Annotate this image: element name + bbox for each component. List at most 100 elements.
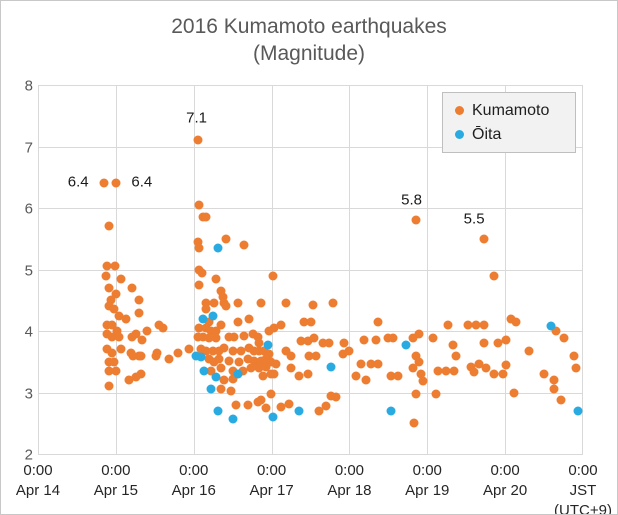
data-point-kumamoto [373, 359, 383, 369]
data-point-kumamoto [411, 215, 421, 225]
x-tick-label: 0:00 Apr 20 [483, 461, 527, 501]
data-point-kumamoto [489, 271, 499, 281]
data-point-kumamoto [361, 375, 371, 385]
data-point-kumamoto [264, 326, 274, 336]
data-point-kumamoto [481, 363, 491, 373]
gridline-vertical [427, 85, 428, 454]
data-point-kumamoto [209, 298, 219, 308]
x-tick-label: 0:00 Apr 19 [405, 461, 449, 501]
data-point-kumamoto [116, 274, 126, 284]
data-point-kumamoto [111, 178, 121, 188]
data-point-kumamoto [256, 395, 266, 405]
data-point-kumamoto [102, 320, 112, 330]
data-point-kumamoto [371, 335, 381, 345]
data-point-kumamoto [338, 349, 348, 359]
data-point-kumamoto [443, 320, 453, 330]
data-point-kumamoto [451, 351, 461, 361]
data-point-kumamoto [109, 357, 119, 367]
data-point-kumamoto [393, 371, 403, 381]
data-point-kumamoto [224, 356, 234, 366]
data-point-kumamoto [110, 261, 120, 271]
data-point-kumamoto [201, 323, 211, 333]
data-point-kumamoto [204, 354, 214, 364]
data-point-kumamoto [296, 336, 306, 346]
data-point-kumamoto [276, 402, 286, 412]
x-tick-label: 0:00 Apr 17 [249, 461, 293, 501]
data-point-oita [213, 243, 223, 253]
data-point-kumamoto [201, 212, 211, 222]
gridline-horizontal [38, 393, 583, 394]
gridline-vertical [38, 85, 39, 454]
data-point-kumamoto [489, 369, 499, 379]
data-point-kumamoto [127, 283, 137, 293]
gridline-horizontal [38, 147, 583, 148]
data-point-oita [233, 369, 243, 379]
data-point-kumamoto [268, 271, 278, 281]
data-point-kumamoto [433, 366, 443, 376]
data-point-kumamoto [286, 351, 296, 361]
data-point-kumamoto [469, 367, 479, 377]
data-point-kumamoto [216, 384, 226, 394]
chart-title: 2016 Kumamoto earthquakes (Magnitude) [1, 13, 617, 67]
y-tick-label: 3 [24, 385, 33, 402]
data-point-kumamoto [261, 354, 271, 364]
x-tick-label: 0:00 Apr 15 [94, 461, 138, 501]
x-tick-date: Apr 14 [15, 482, 61, 499]
data-point-kumamoto [194, 200, 204, 210]
data-point-kumamoto [136, 369, 146, 379]
data-point-kumamoto [209, 357, 219, 367]
data-point-kumamoto [244, 343, 254, 353]
data-point-kumamoto [194, 280, 204, 290]
x-tick-date: JST [569, 482, 597, 499]
data-point-kumamoto [264, 349, 274, 359]
data-point-kumamoto [99, 178, 109, 188]
data-point-kumamoto [326, 391, 336, 401]
data-point-kumamoto [114, 311, 124, 321]
data-point-kumamoto [121, 314, 131, 324]
data-point-oita [208, 311, 218, 321]
data-point-kumamoto [253, 332, 263, 342]
data-point-oita [268, 412, 278, 422]
data-point-kumamoto [556, 395, 566, 405]
data-point-kumamoto [303, 336, 313, 346]
data-point-kumamoto [226, 386, 236, 396]
data-point-kumamoto [501, 335, 511, 345]
data-point-kumamoto [137, 335, 147, 345]
data-point-oita [326, 362, 336, 372]
data-point-kumamoto [441, 366, 451, 376]
data-point-kumamoto [104, 381, 114, 391]
data-point-kumamoto [571, 363, 581, 373]
x-tick-date: Apr 15 [93, 482, 138, 499]
data-point-kumamoto [228, 374, 238, 384]
data-point-kumamoto [206, 326, 216, 336]
x-tick-time: 0:00 [256, 462, 287, 479]
data-point-kumamoto [216, 363, 226, 373]
data-point-kumamoto [416, 369, 426, 379]
data-point-oita [386, 406, 396, 416]
data-point-kumamoto [173, 348, 183, 358]
data-point-kumamoto [498, 369, 508, 379]
data-point-kumamoto [218, 292, 228, 302]
kumamoto-series-dot-icon [455, 106, 464, 115]
data-point-kumamoto [116, 344, 126, 354]
data-point-kumamoto [493, 338, 503, 348]
data-point-kumamoto [243, 400, 253, 410]
data-point-kumamoto [311, 351, 321, 361]
data-point-oita [191, 351, 201, 361]
legend-item-kumamoto: Kumamoto [455, 102, 575, 120]
data-point-kumamoto [208, 346, 218, 356]
data-point-kumamoto [221, 234, 231, 244]
data-point-oita [206, 384, 216, 394]
data-point-kumamoto [299, 317, 309, 327]
data-point-kumamoto [276, 320, 286, 330]
data-point-kumamoto [243, 354, 253, 364]
data-point-kumamoto [248, 329, 258, 339]
data-point-kumamoto [303, 369, 313, 379]
data-point-kumamoto [229, 332, 239, 342]
x-tick-time: 0:00 [334, 462, 365, 479]
data-point-kumamoto [249, 356, 259, 366]
gridline-vertical [194, 85, 195, 454]
data-point-oita [198, 314, 208, 324]
x-tick-date: Apr 16 [171, 482, 216, 499]
data-point-kumamoto [254, 338, 264, 348]
